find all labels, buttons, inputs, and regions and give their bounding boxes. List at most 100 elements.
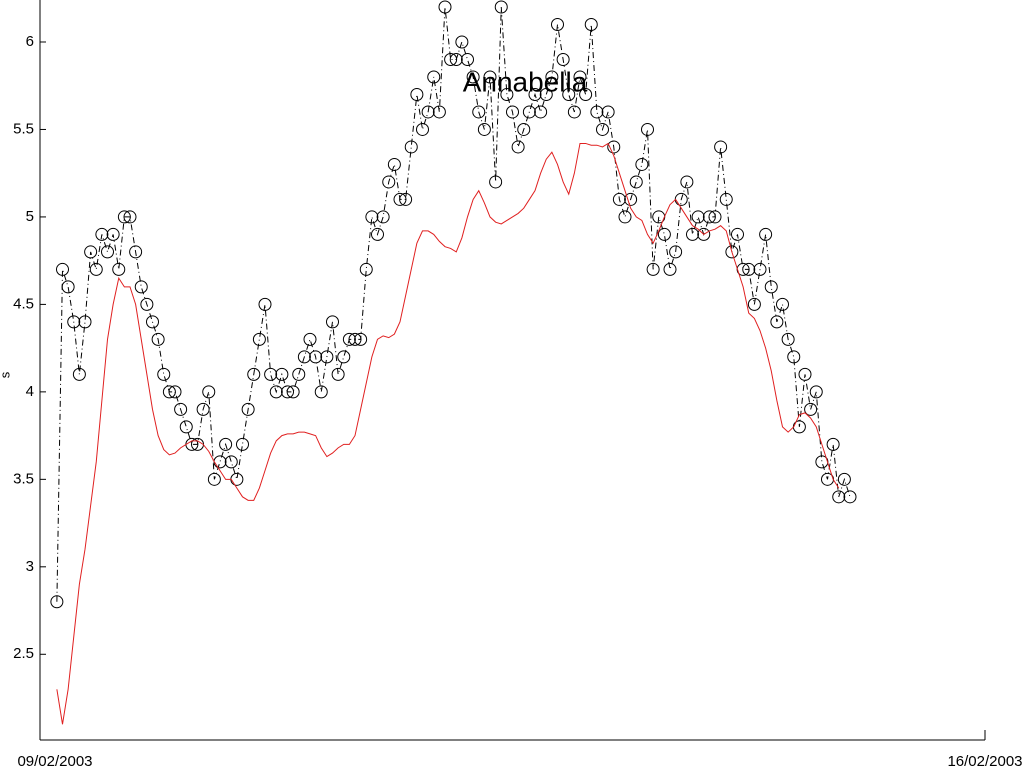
data-point xyxy=(365,210,379,224)
data-point xyxy=(151,332,165,346)
data-point xyxy=(635,157,649,171)
data-point xyxy=(837,472,851,486)
data-point xyxy=(179,420,193,434)
data-point xyxy=(157,367,171,381)
data-point xyxy=(134,280,148,294)
data-point xyxy=(56,262,69,276)
data-point xyxy=(331,367,345,381)
data-point xyxy=(342,332,356,346)
y-tick-label: 4 xyxy=(26,383,34,400)
data-point xyxy=(522,105,536,119)
data-point xyxy=(776,297,789,311)
data-point xyxy=(551,17,564,31)
data-point xyxy=(494,0,508,14)
data-point xyxy=(579,87,593,101)
data-point xyxy=(399,192,413,206)
data-point xyxy=(629,175,643,189)
data-point xyxy=(809,385,823,399)
data-point xyxy=(376,210,390,224)
data-point xyxy=(618,210,632,224)
data-point xyxy=(67,315,81,329)
data-point xyxy=(719,192,733,206)
data-point xyxy=(747,297,761,311)
data-point xyxy=(832,490,846,504)
data-point xyxy=(449,52,463,66)
data-point xyxy=(140,297,154,311)
data-point xyxy=(297,350,311,364)
data-point xyxy=(89,262,103,276)
data-point xyxy=(500,87,514,101)
data-point xyxy=(753,262,767,276)
data-point xyxy=(112,262,126,276)
y-tick-label: 3.5 xyxy=(13,470,34,487)
data-point xyxy=(590,105,604,119)
data-point xyxy=(123,210,137,224)
data-point xyxy=(236,437,249,451)
data-point xyxy=(686,227,699,241)
data-point xyxy=(539,87,553,101)
data-point xyxy=(162,385,176,399)
data-point xyxy=(596,122,609,136)
data-point xyxy=(241,402,255,416)
data-point xyxy=(787,350,801,364)
data-point xyxy=(455,35,469,49)
data-point xyxy=(84,245,98,259)
data-point xyxy=(691,210,705,224)
data-point xyxy=(472,105,486,119)
series-line xyxy=(56,142,840,725)
y-tick-label: 6 xyxy=(26,33,34,50)
data-point xyxy=(781,332,795,346)
data-point xyxy=(168,385,182,399)
data-point xyxy=(624,192,638,206)
data-point xyxy=(669,245,683,259)
data-point xyxy=(742,262,756,276)
data-point xyxy=(247,367,261,381)
data-point xyxy=(354,332,368,346)
y-tick-label: 2.5 xyxy=(13,645,34,662)
data-point xyxy=(292,367,306,381)
data-point xyxy=(573,70,587,84)
data-point xyxy=(483,70,497,84)
data-point xyxy=(410,87,424,101)
data-point xyxy=(303,332,317,346)
data-point xyxy=(607,140,621,154)
data-point xyxy=(489,175,503,189)
data-point xyxy=(275,367,289,381)
y-tick-label: 5 xyxy=(26,208,34,225)
data-point xyxy=(269,385,283,399)
data-point xyxy=(326,315,339,329)
data-point xyxy=(466,70,480,84)
data-point xyxy=(601,105,615,119)
data-point xyxy=(202,385,216,399)
data-point xyxy=(725,245,739,259)
data-point xyxy=(517,122,531,136)
data-point xyxy=(641,122,654,136)
data-point xyxy=(146,315,159,329)
data-point xyxy=(230,472,244,486)
data-point xyxy=(129,245,143,259)
x-tick-label: 09/02/2003 xyxy=(17,753,92,769)
data-point xyxy=(117,210,131,224)
data-point xyxy=(382,175,396,189)
data-point xyxy=(78,315,92,329)
data-point xyxy=(731,227,744,241)
data-point xyxy=(72,367,86,381)
data-point xyxy=(359,262,373,276)
data-point xyxy=(612,192,626,206)
data-point xyxy=(826,437,840,451)
data-point xyxy=(393,192,407,206)
data-point xyxy=(421,105,435,119)
data-point xyxy=(224,455,238,469)
data-point xyxy=(281,385,294,399)
data-point xyxy=(309,350,323,364)
data-point xyxy=(702,210,716,224)
data-point xyxy=(759,227,773,241)
data-point xyxy=(798,367,812,381)
data-point xyxy=(511,140,525,154)
data-point xyxy=(258,297,272,311)
data-point xyxy=(708,210,722,224)
data-point xyxy=(404,140,418,154)
data-point xyxy=(219,437,233,451)
data-point xyxy=(714,140,728,154)
data-point xyxy=(477,122,491,136)
